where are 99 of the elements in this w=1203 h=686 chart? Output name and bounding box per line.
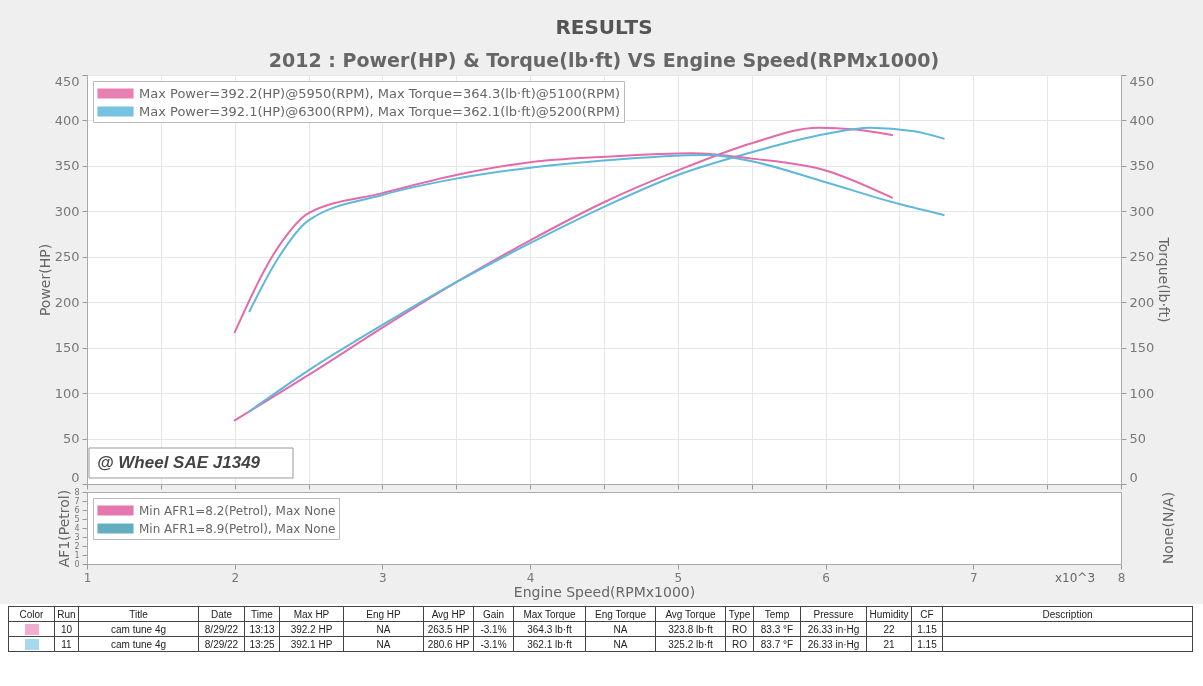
category-label: Title [78, 606, 199, 622]
text: x10^3 [1055, 571, 1096, 585]
text: cam tune 4g [78, 636, 199, 652]
y-tick-label: 1 [74, 550, 80, 560]
category-label: Eng HP [343, 606, 424, 622]
text: 22 [866, 621, 912, 637]
y-tick-label: 2 [74, 541, 80, 551]
y-tick-label: 0 [74, 559, 80, 569]
text: NA [585, 621, 656, 637]
y2-tick-label: 400 [1129, 112, 1155, 128]
y-tick-label: 5 [74, 514, 80, 524]
text: 21 [866, 636, 912, 652]
y-axis-title: AF1(Petrol) [56, 489, 73, 568]
y2-tick-label: 200 [1129, 294, 1155, 310]
text: NA [585, 636, 656, 652]
category-label: Avg Torque [655, 606, 726, 622]
category-label: Max Torque [513, 606, 586, 622]
text: -3.1% [473, 621, 514, 637]
category-label: Avg HP [423, 606, 474, 622]
category-label: Eng Torque [585, 606, 656, 622]
category-label: Temp [753, 606, 801, 622]
chart-title: RESULTS [555, 14, 653, 39]
y2-tick-label: 0 [1129, 469, 1138, 485]
y2-tick-label: 300 [1129, 203, 1155, 219]
legend-label: Max Power=392.1(HP)@6300(RPM), Max Torque=362.1(lb·ft)@5200(RPM) [139, 103, 621, 119]
text: cam tune 4g [78, 621, 199, 637]
category-label: Type [725, 606, 754, 622]
y-tick-label: 7 [74, 496, 80, 506]
text: 13:25 [244, 636, 280, 652]
text: 362.1 lb·ft [513, 636, 586, 652]
y-tick-label: 50 [62, 431, 80, 447]
y2-tick-label: 350 [1129, 158, 1155, 174]
x-tick-label: 5 [674, 570, 683, 585]
category-label: Description [942, 606, 1193, 622]
text: 26.33 in·Hg [800, 621, 867, 637]
text: 263.5 HP [423, 621, 474, 637]
x-tick-label: 8 [1117, 570, 1126, 585]
text: NA [343, 636, 424, 652]
y-tick-label: 4 [74, 523, 80, 533]
text: 13:13 [244, 621, 280, 637]
text: 11 [54, 636, 79, 652]
text: 8/29/22 [198, 636, 245, 652]
annotation: @ Wheel SAE J1349 [97, 453, 261, 472]
text: 323.8 lb·ft [655, 621, 726, 637]
category-label: Time [244, 606, 280, 622]
text: 83.3 °F [753, 621, 801, 637]
x-axis-title: Engine Speed(RPMx1000) [513, 583, 696, 600]
text: 10 [54, 621, 79, 637]
text: 83.7 °F [753, 636, 801, 652]
x-tick-label: 6 [822, 570, 830, 585]
y2-tick-label: 50 [1129, 431, 1147, 447]
text: -3.1% [473, 636, 514, 652]
y2-tick-label: 100 [1129, 385, 1155, 401]
y2-tick-label: 450 [1129, 73, 1155, 89]
chart-subtitle: 2012 : Power(HP) & Torque(lb·ft) VS Engine Speed(RPMx1000) [268, 48, 940, 71]
category-label: Humidity [866, 606, 912, 622]
text: 280.6 HP [423, 636, 474, 652]
x-tick-label: 4 [526, 570, 535, 585]
y-tick-label: 0 [71, 469, 80, 485]
legend-label: Max Power=392.2(HP)@5950(RPM), Max Torque=364.3(lb·ft)@5100(RPM) [139, 85, 621, 101]
y-tick-label: 100 [54, 385, 80, 401]
category-label: Pressure [800, 606, 867, 622]
y-tick-label: 300 [54, 203, 80, 219]
y-tick-label: 200 [54, 294, 80, 310]
y-tick-label: 250 [54, 249, 80, 265]
y-tick-label: 8 [74, 487, 80, 497]
text: 364.3 lb·ft [513, 621, 586, 637]
y2-tick-label: 150 [1129, 340, 1155, 356]
x-tick-label: 2 [231, 570, 240, 585]
x-tick-label: 7 [969, 570, 978, 585]
text: 8/29/22 [198, 621, 245, 637]
x-tick-label: 3 [379, 570, 387, 585]
category-label: Color [8, 606, 55, 622]
text: 392.1 HP [279, 636, 344, 652]
category-label: Date [198, 606, 245, 622]
y-axis-title: Power(HP) [36, 243, 53, 317]
category-label: Gain [473, 606, 514, 622]
text: NA [343, 621, 424, 637]
category-label: CF [911, 606, 943, 622]
text: 1.15 [911, 636, 943, 652]
legend-label: Min AFR1=8.9(Petrol), Max None [139, 521, 336, 536]
category-label: Run [54, 606, 79, 622]
y-tick-label: 350 [54, 158, 80, 174]
category-label: Max HP [279, 606, 344, 622]
y2-axis-title: None(N/A) [1160, 491, 1176, 565]
y2-axis-title: Torque(lb·ft) [1156, 236, 1173, 323]
text: 325.2 lb·ft [655, 636, 726, 652]
text: RO [725, 636, 754, 652]
text: 26.33 in·Hg [800, 636, 867, 652]
legend-label: Min AFR1=8.2(Petrol), Max None [139, 503, 336, 518]
text: RO [725, 621, 754, 637]
text: 1.15 [911, 621, 943, 637]
y-tick-label: 450 [54, 73, 80, 89]
y-tick-label: 400 [54, 112, 80, 128]
y2-tick-label: 250 [1129, 249, 1155, 265]
text: 392.2 HP [279, 621, 344, 637]
y-tick-label: 6 [74, 505, 80, 515]
y-tick-label: 150 [54, 340, 80, 356]
y-tick-label: 3 [74, 532, 80, 542]
